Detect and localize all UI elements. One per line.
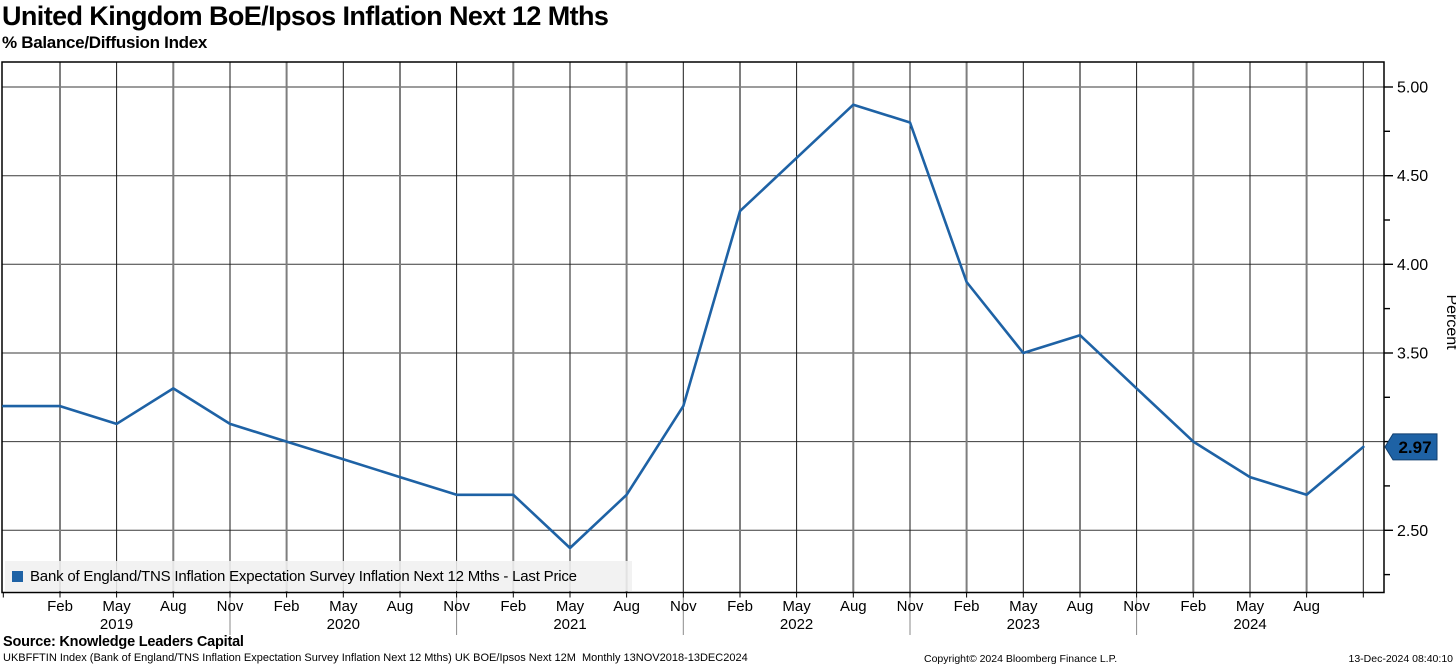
svg-text:May: May (782, 598, 811, 615)
svg-text:3.50: 3.50 (1397, 346, 1428, 363)
svg-text:Nov: Nov (897, 598, 924, 615)
svg-text:Feb: Feb (500, 598, 526, 615)
svg-text:Aug: Aug (387, 598, 414, 615)
svg-text:2.50: 2.50 (1397, 523, 1428, 540)
series-line (1, 103, 1365, 550)
svg-text:Nov: Nov (1123, 598, 1150, 615)
svg-text:Aug: Aug (840, 598, 867, 615)
svg-text:Nov: Nov (217, 598, 244, 615)
copyright-text: Copyright© 2024 Bloomberg Finance L.P. (924, 653, 1118, 665)
source-line: Source: Knowledge Leaders Capital (3, 634, 244, 650)
svg-text:Aug: Aug (160, 598, 187, 615)
svg-text:2021: 2021 (553, 616, 586, 633)
svg-text:May: May (556, 598, 585, 615)
svg-text:Aug: Aug (1067, 598, 1094, 615)
svg-text:Aug: Aug (613, 598, 640, 615)
legend-series-marker-icon (12, 570, 23, 582)
svg-text:2020: 2020 (327, 616, 360, 633)
svg-text:Nov: Nov (670, 598, 697, 615)
chart-title: United Kingdom BoE/Ipsos Inflation Next … (2, 1, 609, 31)
svg-text:May: May (1009, 598, 1038, 615)
chart-subtitle: % Balance/Diffusion Index (2, 33, 208, 52)
svg-text:2019: 2019 (100, 616, 133, 633)
svg-text:4.50: 4.50 (1397, 168, 1428, 185)
y-axis-title: Percent (1443, 294, 1456, 350)
svg-text:Feb: Feb (274, 598, 300, 615)
v-gridlines (59, 62, 1364, 593)
x-ticks (2, 592, 1364, 598)
ticker-description: UKBFFTIN Index (Bank of England/TNS Infl… (3, 652, 748, 664)
svg-text:May: May (1236, 598, 1265, 615)
svg-text:2024: 2024 (1233, 616, 1266, 633)
svg-text:Feb: Feb (954, 598, 980, 615)
svg-text:May: May (329, 598, 358, 615)
h-gridlines (2, 86, 1384, 531)
svg-text:May: May (102, 598, 131, 615)
svg-text:Feb: Feb (727, 598, 753, 615)
svg-text:Feb: Feb (1180, 598, 1206, 615)
svg-text:2023: 2023 (1007, 616, 1040, 633)
year-dividers (229, 597, 1138, 635)
y-ticks (1384, 86, 1393, 576)
plot-border (1, 61, 1385, 594)
legend: Bank of England/TNS Inflation Expectatio… (5, 561, 632, 591)
timestamp-text: 13-Dec-2024 08:40:10 (1348, 653, 1454, 665)
legend-series-label: Bank of England/TNS Inflation Expectatio… (30, 567, 577, 585)
svg-text:5.00: 5.00 (1397, 80, 1428, 97)
svg-text:2.97: 2.97 (1398, 438, 1431, 457)
x-year-labels: 2019 2020 2021 2022 2023 2024 (100, 616, 1267, 633)
svg-text:Nov: Nov (443, 598, 470, 615)
svg-text:4.00: 4.00 (1397, 257, 1428, 274)
svg-text:Aug: Aug (1293, 598, 1320, 615)
svg-text:2022: 2022 (780, 616, 813, 633)
svg-text:Feb: Feb (47, 598, 73, 615)
y-tick-labels: 2.503.003.504.004.505.00 (1397, 80, 1428, 540)
last-price-badge: 2.97 (1384, 433, 1438, 461)
x-month-labels: Feb May Aug Nov Feb May Aug Nov Feb May Aug Nov Feb M… (47, 598, 1320, 615)
